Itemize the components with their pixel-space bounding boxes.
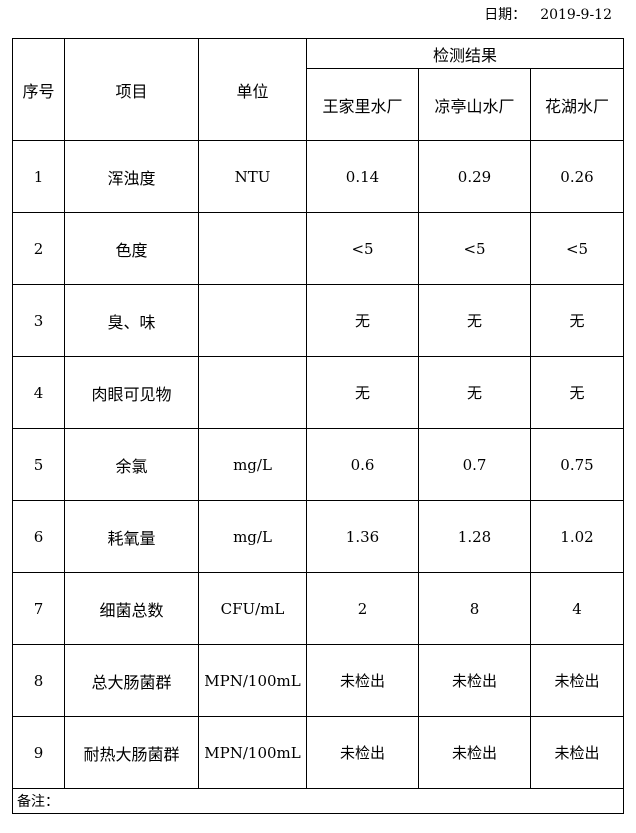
report-date: 日期： 2019-9-12: [484, 4, 612, 24]
value-cell: 无: [530, 356, 624, 429]
unit-cell: CFU/mL: [198, 572, 307, 645]
value-cell: 未检出: [530, 644, 624, 717]
value-cell: 无: [418, 356, 531, 429]
value-cell: 1.28: [418, 500, 531, 573]
unit-cell: [198, 212, 307, 285]
table-row: 8 总大肠菌群 MPN/100mL 未检出 未检出 未检出: [12, 644, 624, 717]
unit-cell: [198, 284, 307, 357]
value-cell: 无: [306, 356, 419, 429]
value-cell: <5: [418, 212, 531, 285]
water-quality-table: 序号 项目 单位 检测结果 王家里水厂 凉亭山水厂 花湖水厂 1 浑浊度 NTU 0.…: [12, 38, 624, 814]
date-value: 2019-9-12: [540, 7, 612, 23]
unit-cell: MPN/100mL: [198, 644, 307, 717]
value-cell: 8: [418, 572, 531, 645]
unit-cell: mg/L: [198, 428, 307, 501]
seq-cell: 6: [12, 500, 65, 573]
header-plant: 花湖水厂: [530, 68, 624, 141]
value-cell: <5: [530, 212, 624, 285]
unit-cell: NTU: [198, 140, 307, 213]
item-cell: 余氯: [64, 428, 199, 501]
table-row: 5 余氯 mg/L 0.6 0.7 0.75: [12, 428, 624, 501]
table-row: 3 臭、味无无无: [12, 284, 624, 357]
value-cell: <5: [306, 212, 419, 285]
header-item: 项目: [64, 38, 199, 141]
item-cell: 耐热大肠菌群: [64, 716, 199, 789]
item-cell: 色度: [64, 212, 199, 285]
item-cell: 总大肠菌群: [64, 644, 199, 717]
date-label: 日期：: [484, 7, 527, 23]
remark-cell: 备注：: [12, 788, 624, 814]
value-cell: 未检出: [306, 716, 419, 789]
value-cell: 未检出: [530, 716, 624, 789]
seq-cell: 7: [12, 572, 65, 645]
value-cell: 未检出: [418, 644, 531, 717]
item-cell: 肉眼可见物: [64, 356, 199, 429]
unit-cell: MPN/100mL: [198, 716, 307, 789]
value-cell: 无: [306, 284, 419, 357]
value-cell: 0.29: [418, 140, 531, 213]
seq-cell: 2: [12, 212, 65, 285]
table-row: 4 肉眼可见物无无无: [12, 356, 624, 429]
seq-cell: 4: [12, 356, 65, 429]
item-cell: 细菌总数: [64, 572, 199, 645]
unit-cell: [198, 356, 307, 429]
seq-cell: 5: [12, 428, 65, 501]
header-plant: 王家里水厂: [306, 68, 419, 141]
value-cell: 无: [418, 284, 531, 357]
table-row: 9 耐热大肠菌群 MPN/100mL 未检出 未检出 未检出: [12, 716, 624, 789]
value-cell: 未检出: [418, 716, 531, 789]
header-unit: 单位: [198, 38, 307, 141]
value-cell: 4: [530, 572, 624, 645]
table-row: 7 细菌总数 CFU/mL 2 8 4: [12, 572, 624, 645]
item-cell: 耗氧量: [64, 500, 199, 573]
seq-cell: 8: [12, 644, 65, 717]
unit-cell: mg/L: [198, 500, 307, 573]
value-cell: 未检出: [306, 644, 419, 717]
header-plant: 凉亭山水厂: [418, 68, 531, 141]
value-cell: 无: [530, 284, 624, 357]
value-cell: 0.7: [418, 428, 531, 501]
seq-cell: 3: [12, 284, 65, 357]
value-cell: 0.26: [530, 140, 624, 213]
value-cell: 2: [306, 572, 419, 645]
header-results: 检测结果: [306, 38, 624, 69]
value-cell: 1.36: [306, 500, 419, 573]
item-cell: 浑浊度: [64, 140, 199, 213]
value-cell: 0.14: [306, 140, 419, 213]
item-cell: 臭、味: [64, 284, 199, 357]
value-cell: 1.02: [530, 500, 624, 573]
seq-cell: 1: [12, 140, 65, 213]
table-row: 1 浑浊度 NTU 0.14 0.29 0.26: [12, 140, 624, 213]
header-seq: 序号: [12, 38, 65, 141]
value-cell: 0.75: [530, 428, 624, 501]
table-row: 2 色度 <5 <5 <5: [12, 212, 624, 285]
seq-cell: 9: [12, 716, 65, 789]
value-cell: 0.6: [306, 428, 419, 501]
table-row: 6 耗氧量 mg/L 1.36 1.28 1.02: [12, 500, 624, 573]
